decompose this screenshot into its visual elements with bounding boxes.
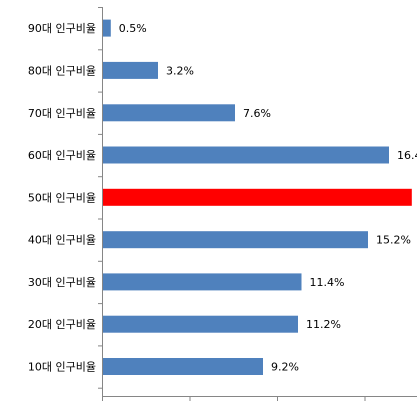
value-label-60: 16.4%	[397, 149, 417, 162]
bar-70	[102, 104, 235, 122]
category-label-60: 60대 인구비율	[28, 149, 96, 162]
bar-50	[102, 188, 412, 206]
category-label-40: 40대 인구비율	[28, 234, 96, 247]
category-label-90: 90대 인구비율	[28, 22, 96, 35]
value-label-10: 9.2%	[271, 361, 299, 374]
bar-30	[102, 273, 302, 291]
bar-40	[102, 231, 368, 249]
value-label-40: 15.2%	[376, 234, 411, 247]
category-label-70: 70대 인구비율	[28, 107, 96, 120]
value-label-80: 3.2%	[166, 64, 194, 77]
category-labels: 90대 인구비율 80대 인구비율 70대 인구비율 60대 인구비율 50대 인구비율…	[28, 22, 96, 373]
bars-group	[102, 19, 412, 375]
category-label-50: 50대 인구비율	[28, 191, 96, 204]
category-label-10: 10대 인구비율	[28, 361, 96, 374]
bar-20	[102, 315, 298, 333]
category-label-20: 20대 인구비율	[28, 318, 96, 331]
bar-10	[102, 358, 263, 375]
value-labels: 0.5%3.2%7.6%16.4%17.7%15.2%11.4%11.2%9.2…	[119, 22, 417, 373]
value-label-90: 0.5%	[119, 22, 147, 35]
value-label-20: 11.2%	[306, 318, 341, 331]
category-label-30: 30대 인구비율	[28, 276, 96, 289]
category-label-80: 80대 인구비율	[28, 64, 96, 77]
value-label-30: 11.4%	[310, 276, 345, 289]
bar-80	[102, 61, 158, 79]
axes-group	[98, 7, 417, 401]
value-label-70: 7.6%	[243, 107, 271, 120]
bar-90	[102, 19, 111, 37]
bar-60	[102, 146, 389, 164]
